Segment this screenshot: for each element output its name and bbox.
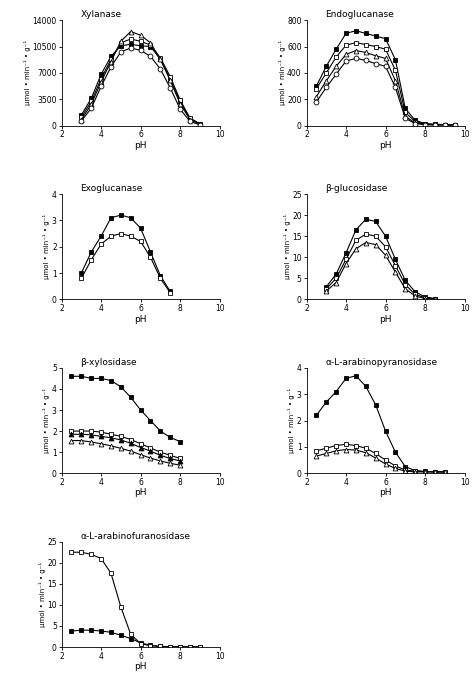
Text: Xylanase: Xylanase	[81, 10, 122, 20]
X-axis label: pH: pH	[134, 141, 147, 150]
X-axis label: pH: pH	[134, 489, 147, 497]
Y-axis label: μmol • min⁻¹ • g⁻¹: μmol • min⁻¹ • g⁻¹	[44, 214, 51, 279]
Text: Endoglucanase: Endoglucanase	[326, 10, 394, 20]
Text: β-xylosidase: β-xylosidase	[81, 358, 137, 367]
Y-axis label: μmol • min⁻¹ • g⁻¹: μmol • min⁻¹ • g⁻¹	[39, 562, 46, 627]
X-axis label: pH: pH	[134, 663, 147, 671]
Y-axis label: μmol • min⁻¹ • g⁻¹: μmol • min⁻¹ • g⁻¹	[44, 388, 51, 453]
Y-axis label: μmol • min⁻¹ • g⁻¹: μmol • min⁻¹ • g⁻¹	[288, 388, 295, 453]
X-axis label: pH: pH	[134, 315, 147, 324]
Text: β-glucosidase: β-glucosidase	[326, 184, 388, 193]
X-axis label: pH: pH	[379, 315, 392, 324]
Text: Exoglucanase: Exoglucanase	[81, 184, 143, 193]
Y-axis label: μmol • min⁻¹ • g⁻¹: μmol • min⁻¹ • g⁻¹	[279, 40, 286, 105]
Y-axis label: μmol • min⁻¹ • g⁻¹: μmol • min⁻¹ • g⁻¹	[283, 214, 291, 279]
X-axis label: pH: pH	[379, 489, 392, 497]
Text: α-L-arabinofuranosidase: α-L-arabinofuranosidase	[81, 532, 191, 541]
Text: α-L-arabinopyranosidase: α-L-arabinopyranosidase	[326, 358, 438, 367]
Y-axis label: μmol • min⁻¹ • g⁻¹: μmol • min⁻¹ • g⁻¹	[24, 40, 31, 105]
X-axis label: pH: pH	[379, 141, 392, 150]
